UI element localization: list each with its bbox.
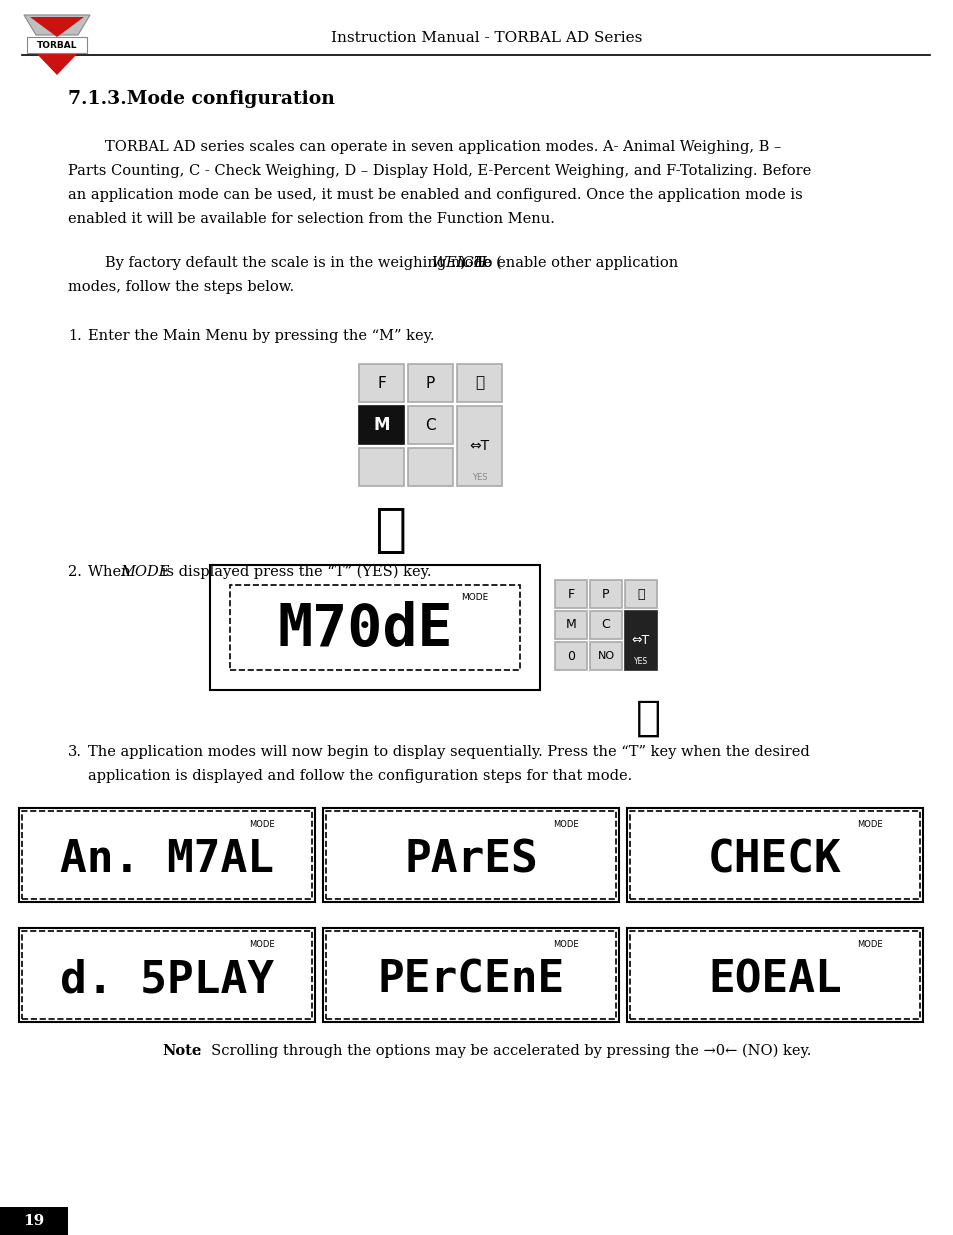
- Text: ⇔T: ⇔T: [469, 438, 489, 453]
- Bar: [230, 585, 519, 671]
- Text: M: M: [373, 416, 390, 433]
- Bar: [589, 642, 621, 671]
- Text: ⏻: ⏻: [475, 375, 483, 390]
- Bar: [629, 931, 919, 1019]
- Text: PArES: PArES: [404, 839, 537, 882]
- Text: modes, follow the steps below.: modes, follow the steps below.: [68, 280, 294, 294]
- Bar: [19, 927, 314, 1023]
- Text: When: When: [88, 564, 135, 579]
- Text: An. M7AL: An. M7AL: [60, 839, 274, 882]
- Text: MODE: MODE: [249, 940, 274, 948]
- Bar: [323, 927, 618, 1023]
- Text: 👆: 👆: [631, 697, 656, 739]
- Text: Parts Counting, C - Check Weighing, D – Display Hold, E-Percent Weighing, and F-: Parts Counting, C - Check Weighing, D – …: [68, 164, 810, 178]
- Text: MODE: MODE: [553, 940, 578, 948]
- Text: The application modes will now begin to display sequentially. Press the “T” key : The application modes will now begin to …: [88, 745, 809, 760]
- Text: PErCEnE: PErCEnE: [377, 958, 564, 1002]
- Text: MODE: MODE: [857, 940, 882, 948]
- Bar: [555, 642, 586, 671]
- Text: P: P: [425, 375, 435, 390]
- Text: d. 5PLAY: d. 5PLAY: [60, 958, 274, 1002]
- Text: application is displayed and follow the configuration steps for that mode.: application is displayed and follow the …: [88, 769, 632, 783]
- Text: ⇔T: ⇔T: [631, 634, 649, 647]
- Bar: [408, 364, 453, 403]
- Bar: [210, 564, 539, 690]
- Text: 19: 19: [24, 1214, 45, 1228]
- Bar: [358, 364, 403, 403]
- Text: TORBAL: TORBAL: [37, 41, 77, 49]
- Bar: [22, 811, 312, 899]
- Bar: [19, 808, 314, 902]
- Bar: [626, 927, 923, 1023]
- Text: F: F: [567, 588, 574, 600]
- Text: MODE: MODE: [120, 564, 170, 579]
- Bar: [27, 37, 87, 53]
- Bar: [589, 580, 621, 608]
- Polygon shape: [30, 17, 84, 37]
- Text: M: M: [565, 619, 576, 631]
- Bar: [408, 406, 453, 445]
- Text: CHECK: CHECK: [707, 839, 841, 882]
- Bar: [624, 611, 657, 671]
- Bar: [456, 406, 501, 487]
- Text: F: F: [376, 375, 385, 390]
- Text: By factory default the scale is in the weighing mode (: By factory default the scale is in the w…: [68, 256, 501, 270]
- Polygon shape: [36, 53, 78, 75]
- Text: 7.1.3.Mode configuration: 7.1.3.Mode configuration: [68, 90, 335, 107]
- Bar: [629, 811, 919, 899]
- Bar: [358, 406, 403, 445]
- Text: YES: YES: [634, 657, 647, 666]
- Text: 1.: 1.: [68, 329, 82, 343]
- Bar: [358, 448, 403, 487]
- Text: enabled it will be available for selection from the Function Menu.: enabled it will be available for selecti…: [68, 212, 555, 226]
- Text: EOEAL: EOEAL: [707, 958, 841, 1002]
- Text: P: P: [601, 588, 609, 600]
- Text: YES: YES: [471, 473, 487, 482]
- Text: NO: NO: [597, 651, 614, 661]
- Bar: [555, 580, 586, 608]
- Bar: [326, 931, 616, 1019]
- Text: 👆: 👆: [371, 504, 402, 556]
- Bar: [408, 448, 453, 487]
- Text: ). To enable other application: ). To enable other application: [459, 256, 678, 270]
- Text: TORBAL AD series scales can operate in seven application modes. A- Animal Weighi: TORBAL AD series scales can operate in s…: [68, 140, 781, 154]
- Text: Note: Note: [162, 1044, 201, 1058]
- Text: C: C: [425, 417, 436, 432]
- Text: MODE: MODE: [553, 820, 578, 829]
- Text: MODE: MODE: [461, 593, 488, 601]
- Text: an application mode can be used, it must be enabled and configured. Once the app: an application mode can be used, it must…: [68, 188, 801, 203]
- Bar: [589, 611, 621, 638]
- Text: ⏻: ⏻: [637, 588, 644, 600]
- Text: Instruction Manual - TORBAL AD Series: Instruction Manual - TORBAL AD Series: [331, 31, 642, 44]
- Bar: [624, 580, 657, 608]
- Text: C: C: [601, 619, 610, 631]
- Bar: [555, 611, 586, 638]
- Text: :  Scrolling through the options may be accelerated by pressing the →0← (NO) key: : Scrolling through the options may be a…: [196, 1044, 810, 1058]
- Bar: [22, 931, 312, 1019]
- Text: MODE: MODE: [857, 820, 882, 829]
- Text: is displayed press the “T” (YES) key.: is displayed press the “T” (YES) key.: [157, 564, 431, 579]
- Text: 3.: 3.: [68, 745, 82, 760]
- Bar: [456, 364, 501, 403]
- Polygon shape: [24, 15, 90, 35]
- Text: 0: 0: [566, 650, 575, 662]
- Bar: [0, 1207, 68, 1235]
- Bar: [626, 808, 923, 902]
- Text: M70dE: M70dE: [277, 601, 453, 658]
- Bar: [326, 811, 616, 899]
- Text: Enter the Main Menu by pressing the “M” key.: Enter the Main Menu by pressing the “M” …: [88, 329, 434, 343]
- Text: MODE: MODE: [249, 820, 274, 829]
- Text: 2.: 2.: [68, 564, 82, 579]
- Bar: [323, 808, 618, 902]
- Text: WEIGH: WEIGH: [430, 256, 486, 270]
